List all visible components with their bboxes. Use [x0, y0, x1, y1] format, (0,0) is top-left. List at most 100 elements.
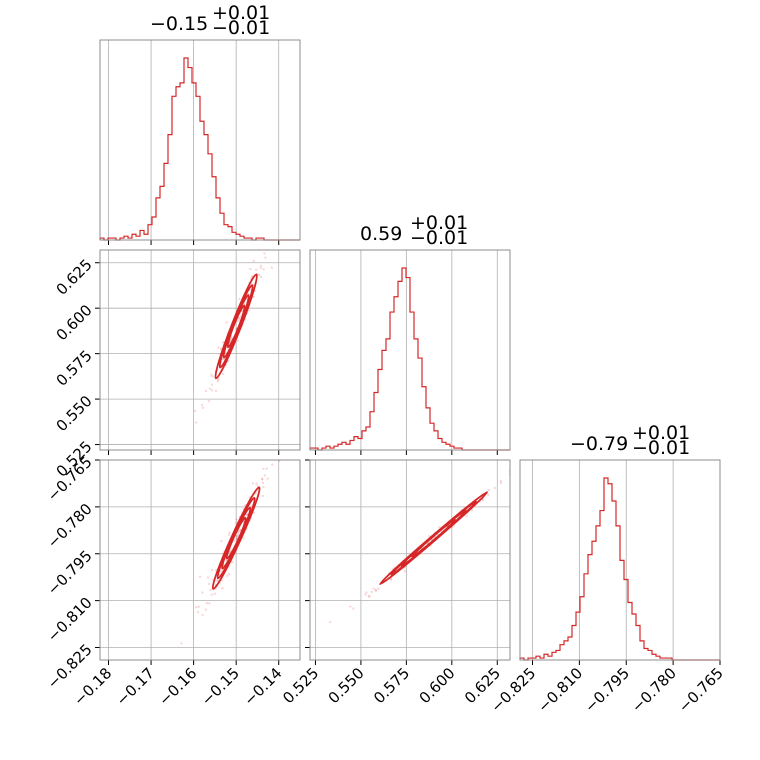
- scatter-point: [225, 321, 228, 324]
- scatter-point: [208, 602, 211, 605]
- scatter-point: [470, 508, 474, 512]
- scatter-panel-1-2: [95, 249, 301, 455]
- panel-background: [100, 250, 300, 450]
- panel-contents: [180, 453, 281, 645]
- x-tick-label: −0.14: [240, 664, 285, 709]
- scatter-point: [372, 587, 375, 590]
- scatter-point: [219, 569, 223, 573]
- scatter-point: [481, 498, 484, 502]
- panel-frame: [99, 459, 301, 661]
- x-tick-label: −0.810: [534, 664, 586, 716]
- panel-title-2: 0.59: [360, 223, 402, 245]
- y-tick-label: −0.780: [44, 500, 96, 552]
- scatter-point: [236, 534, 239, 538]
- scatter-point: [368, 595, 371, 598]
- scatter-point: [231, 560, 234, 564]
- scatter-point: [269, 453, 271, 455]
- scatter-point: [364, 593, 367, 596]
- scatter-point: [260, 477, 264, 480]
- scatter-point: [236, 339, 240, 343]
- x-tick-label: −0.17: [113, 664, 158, 709]
- x-tick-label: −0.765: [675, 664, 727, 716]
- x-tick-label: 0.575: [370, 664, 413, 707]
- histogram-panel-1: −0.15 +0.01−0.01: [99, 2, 301, 245]
- scatter-point: [242, 537, 245, 540]
- panel-contents: [328, 450, 536, 624]
- x-tick-label: −0.780: [628, 664, 680, 716]
- scatter-point: [328, 620, 332, 624]
- scatter-point: [208, 387, 212, 390]
- scatter-point: [214, 389, 218, 393]
- scatter-point: [217, 346, 220, 349]
- scatter-point: [236, 534, 239, 537]
- scatter-point: [216, 378, 220, 381]
- scatter-point: [221, 587, 224, 590]
- scatter-point: [259, 266, 262, 270]
- scatter-point: [194, 421, 198, 424]
- scatter-point: [249, 267, 252, 271]
- scatter-point: [251, 482, 255, 485]
- density-contour: [225, 516, 247, 560]
- scatter-point: [377, 587, 380, 590]
- scatter-point: [512, 468, 514, 470]
- scatter-point: [219, 347, 223, 350]
- density-contour: [226, 304, 246, 349]
- title-upper-error: +0.01: [632, 422, 690, 444]
- scatter-point: [194, 451, 196, 453]
- scatter-point: [499, 481, 503, 485]
- scatter-point: [205, 601, 209, 605]
- scatter-point: [403, 570, 407, 573]
- panel-frame: [309, 459, 511, 661]
- panel-frame: [519, 459, 721, 661]
- scatter-point: [210, 389, 214, 392]
- scatter-point: [206, 576, 210, 579]
- scatter-point: [210, 593, 213, 596]
- scatter-point: [261, 481, 265, 484]
- scatter-point: [263, 474, 267, 477]
- scatter-point: [390, 577, 393, 581]
- y-tick-label: 0.625: [53, 256, 96, 299]
- scatter-point: [367, 595, 370, 598]
- scatter-point: [228, 531, 231, 535]
- scatter-point: [365, 591, 368, 594]
- scatter-point: [198, 575, 202, 578]
- scatter-point: [263, 252, 266, 255]
- panel-frame: [99, 249, 301, 451]
- scatter-point: [252, 259, 255, 263]
- scatter-point: [216, 379, 220, 383]
- scatter-point: [499, 479, 503, 483]
- scatter-point: [352, 607, 355, 610]
- scatter-point: [255, 482, 258, 485]
- scatter-point: [209, 588, 212, 592]
- scatter-point: [259, 275, 263, 279]
- scatter-point: [534, 450, 536, 452]
- scatter-point: [270, 266, 273, 269]
- panel-frame: [309, 249, 511, 451]
- title-lower-error: −0.01: [632, 437, 690, 459]
- scatter-point: [262, 268, 265, 271]
- histogram-panel-3: −0.79 +0.01−0.01: [519, 422, 721, 665]
- scatter-point: [487, 493, 490, 496]
- scatter-point: [487, 488, 491, 492]
- scatter-point: [265, 467, 268, 470]
- scatter-point: [262, 485, 265, 489]
- scatter-point: [374, 588, 377, 592]
- scatter-point: [204, 389, 208, 393]
- title-lower-error: −0.01: [410, 227, 468, 249]
- scatter-point: [273, 454, 275, 456]
- scatter-point: [207, 399, 211, 403]
- scatter-point: [227, 533, 231, 537]
- title-lower-error: −0.01: [212, 17, 270, 39]
- scatter-point: [252, 295, 255, 299]
- scatter-point: [238, 316, 241, 320]
- x-tick-label: −0.15: [198, 664, 243, 709]
- scatter-point: [256, 484, 259, 488]
- y-tick-label: −0.795: [44, 547, 96, 599]
- scatter-point: [211, 375, 214, 378]
- scatter-point: [270, 463, 274, 466]
- y-tick-label: 0.550: [53, 392, 96, 435]
- scatter-point: [197, 605, 200, 608]
- scatter-point: [236, 531, 240, 535]
- scatter-point: [438, 525, 441, 529]
- scatter-point: [222, 372, 225, 376]
